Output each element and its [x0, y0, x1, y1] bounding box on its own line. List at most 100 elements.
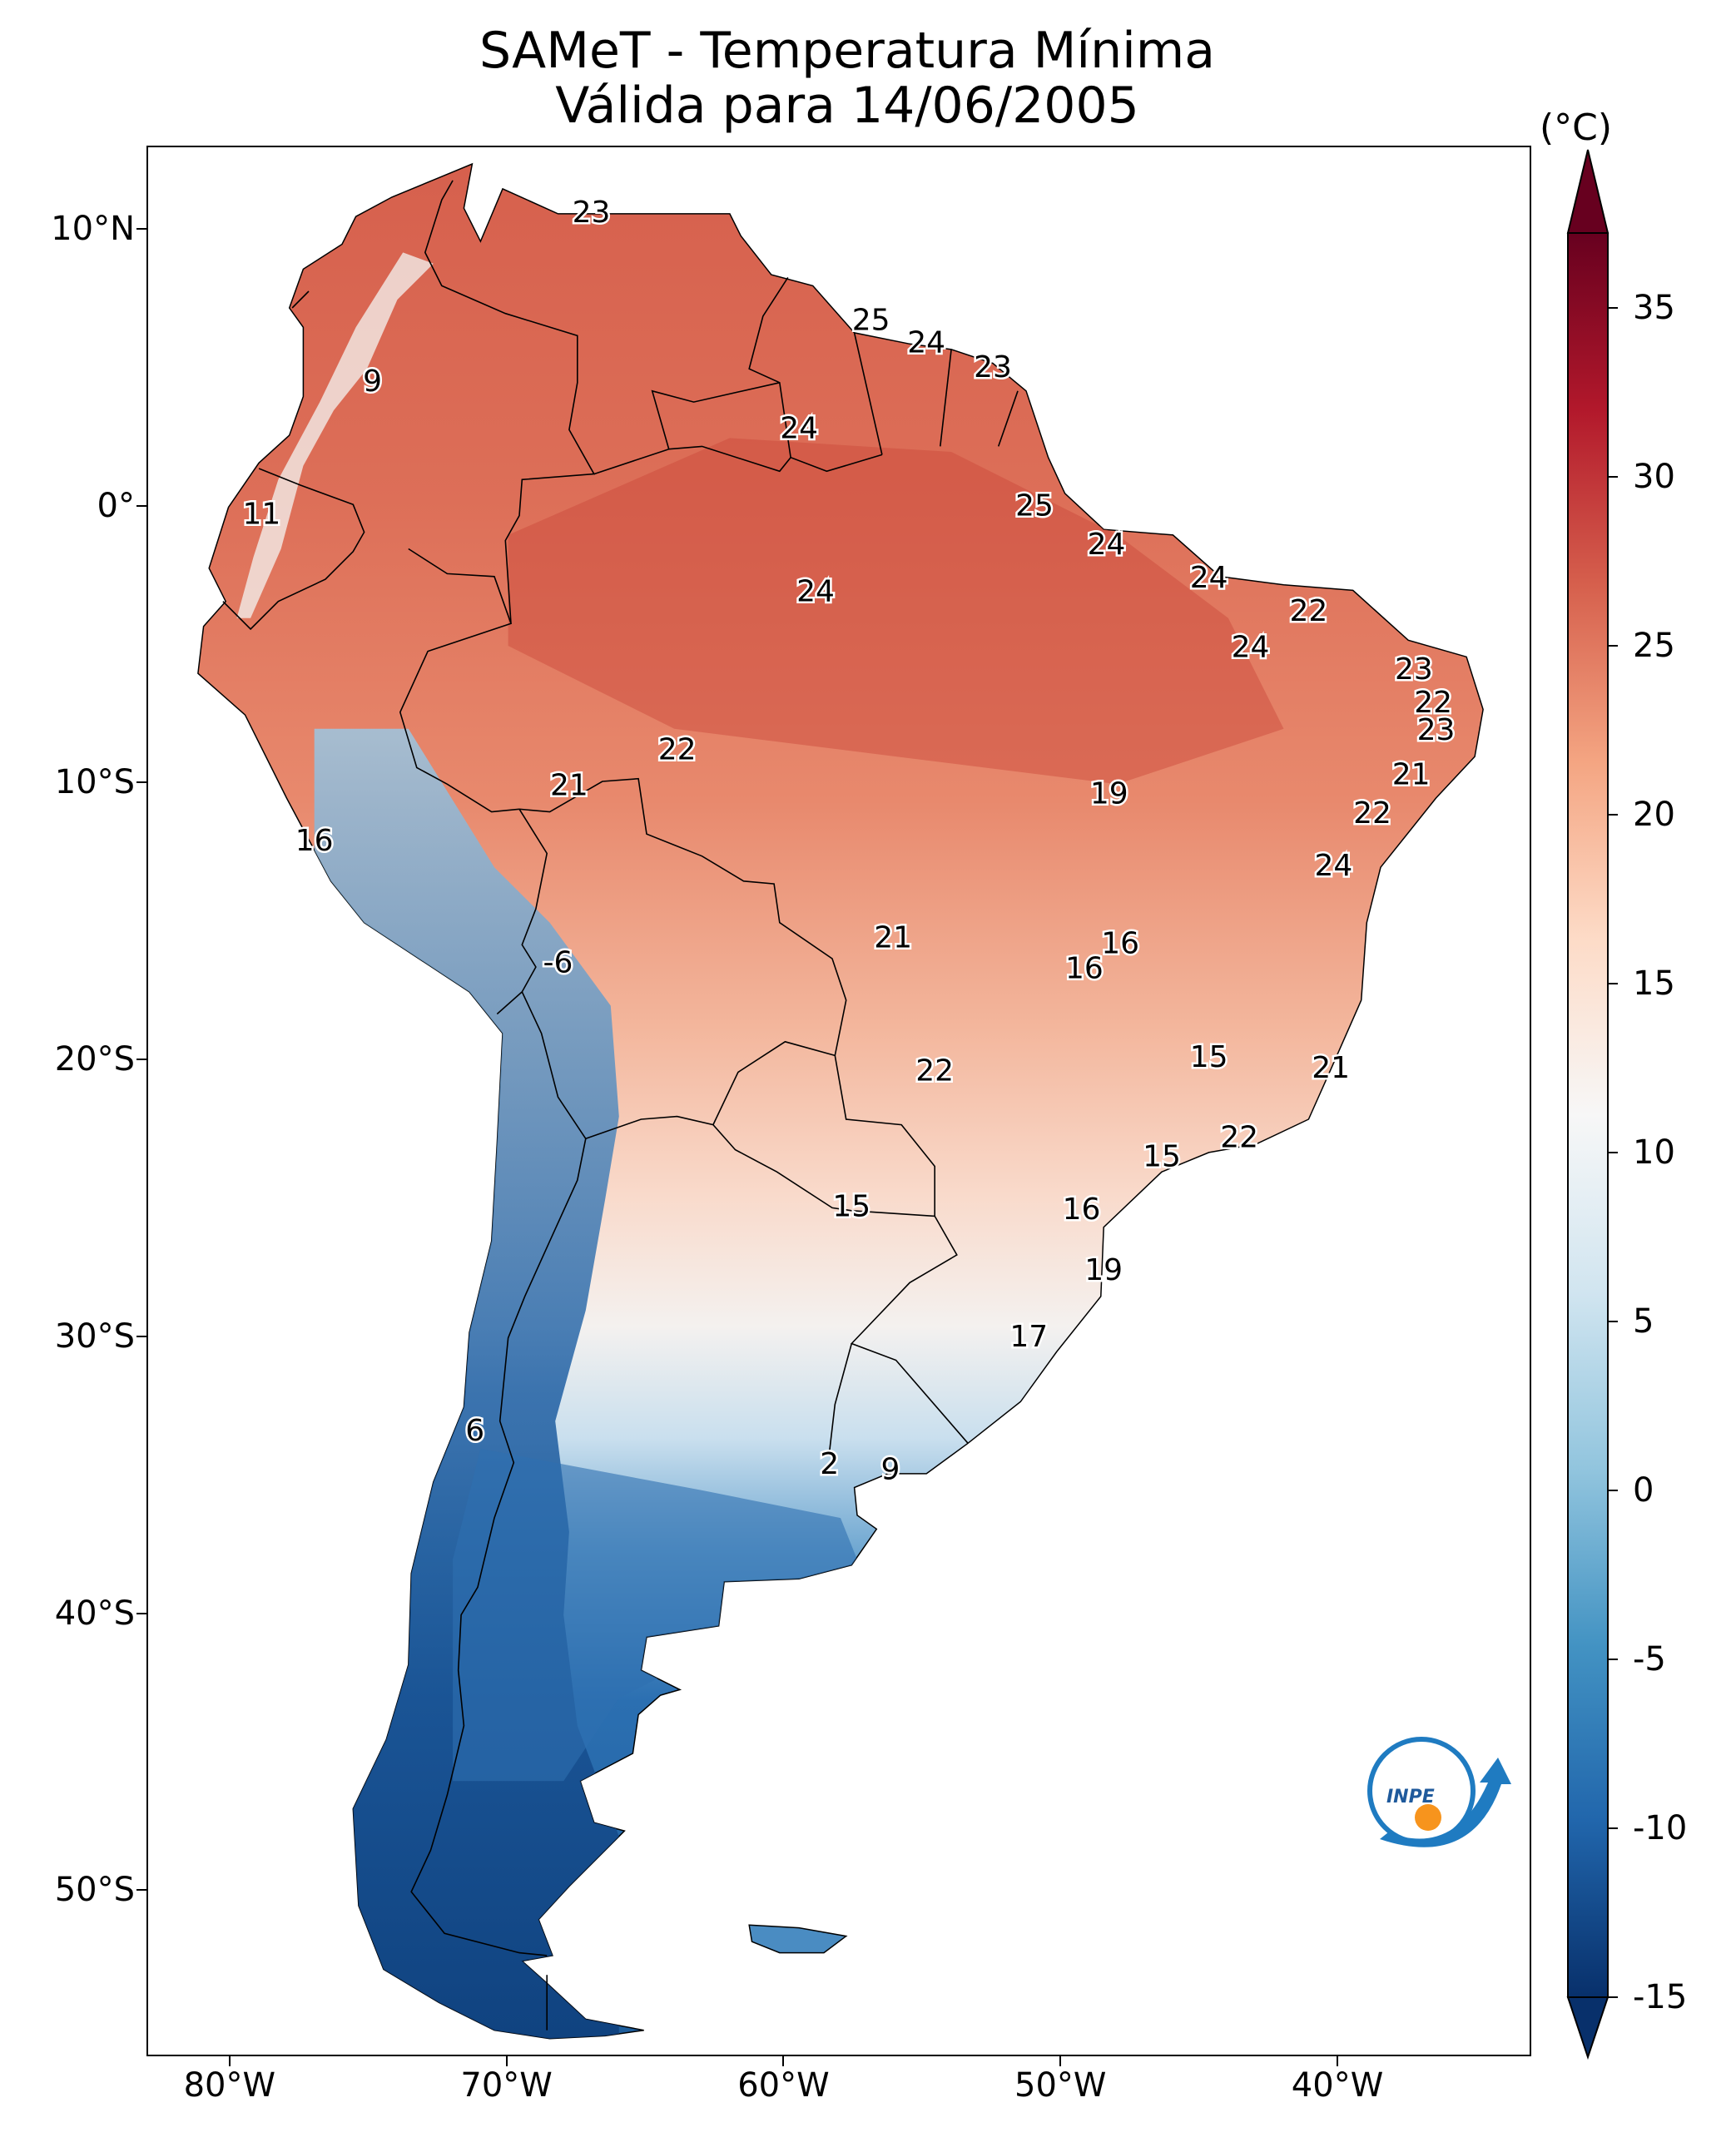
station-value: 23 — [1417, 713, 1456, 747]
colorbar-tick-label: 0 — [1633, 1471, 1654, 1510]
x-tick-mark — [1059, 2056, 1062, 2066]
y-tick-mark — [136, 227, 146, 230]
station-value: 24 — [1314, 849, 1352, 883]
station-value: 24 — [907, 325, 945, 359]
y-tick-mark — [136, 504, 146, 507]
colorbar-unit: (°C) — [1540, 107, 1613, 149]
station-value: 24 — [1190, 561, 1228, 595]
map-frame: 23 25 24 23 9 24 11 25 24 24 22 24 24 23 22 23 22 21 21 19 2… — [146, 146, 1531, 2056]
title-line-2: Válida para 14/06/2005 — [555, 77, 1139, 135]
inpe-logo-sun-icon — [1415, 1804, 1441, 1831]
border-line — [291, 290, 310, 309]
station-value: 22 — [1353, 796, 1391, 831]
station-value: 6 — [465, 1414, 484, 1448]
station-value: 24 — [1088, 528, 1126, 562]
station-value: 24 — [796, 575, 835, 609]
colorbar-tick-label: -10 — [1633, 1809, 1688, 1847]
station-value: 22 — [1414, 686, 1452, 720]
border-line — [668, 445, 791, 473]
station-value: 15 — [1143, 1140, 1181, 1174]
border-line — [521, 991, 587, 1139]
inpe-logo-arrow-icon — [1380, 1758, 1511, 1847]
x-tick-label: 40°W — [1291, 2066, 1384, 2105]
northern-andes-cool-band — [236, 252, 434, 618]
y-tick-mark — [136, 1612, 146, 1614]
station-value: 22 — [1289, 594, 1327, 628]
map-title: SAMeT - Temperatura Mínima Válida para 1… — [0, 23, 1694, 133]
border-line — [997, 390, 1019, 447]
station-value: 21 — [874, 921, 912, 955]
station-value: 22 — [658, 732, 697, 766]
country-borders — [222, 180, 1019, 2031]
x-tick-label: 80°W — [183, 2066, 276, 2105]
station-value: 16 — [1063, 1193, 1101, 1227]
border-line — [410, 1138, 587, 1956]
station-value: 21 — [1392, 757, 1431, 791]
station-value: 16 — [295, 824, 334, 858]
colorbar-tick-label: 20 — [1633, 796, 1675, 834]
border-line — [828, 1343, 853, 1452]
colorbar-tick-label: 25 — [1633, 627, 1675, 665]
border-line — [399, 548, 520, 813]
station-value: 23 — [573, 196, 611, 230]
colorbar-max-extend — [1566, 149, 1610, 234]
station-value: 11 — [242, 498, 280, 532]
y-tick-label: 20°S — [54, 1040, 135, 1079]
station-value: 9 — [363, 364, 382, 399]
station-value: 2 — [820, 1447, 839, 1481]
border-line — [222, 468, 365, 631]
station-value: 21 — [1312, 1051, 1350, 1085]
colorbar-tick-label: 5 — [1633, 1302, 1654, 1341]
y-tick-mark — [136, 1335, 146, 1337]
station-value: 15 — [1190, 1040, 1228, 1074]
station-value: 19 — [1084, 1253, 1123, 1287]
station-value: 19 — [1090, 777, 1128, 811]
station-value: -6 — [543, 946, 573, 980]
y-tick-label: 50°S — [54, 1871, 135, 1910]
colorbar-tick-label: 10 — [1633, 1133, 1675, 1172]
inpe-logo: INPE — [1367, 1737, 1511, 1847]
colorbar-tick-label: -15 — [1633, 1978, 1688, 2016]
station-value: 15 — [832, 1189, 870, 1223]
x-tick-mark — [505, 2056, 508, 2066]
station-value: 16 — [1101, 926, 1139, 960]
title-line-1: SAMeT - Temperatura Mínima — [479, 22, 1216, 80]
x-tick-label: 60°W — [737, 2066, 830, 2105]
y-tick-label: 30°S — [54, 1316, 135, 1356]
y-tick-mark — [136, 1059, 146, 1061]
x-tick-label: 50°W — [1014, 2066, 1107, 2105]
station-value: 23 — [974, 350, 1012, 384]
station-value: 25 — [1015, 489, 1054, 523]
station-value: 21 — [550, 769, 588, 803]
station-value: 24 — [780, 411, 818, 445]
falkland-islands — [748, 1924, 848, 1954]
station-value: 24 — [1232, 630, 1270, 664]
station-value: 9 — [880, 1453, 900, 1487]
y-tick-label: 0° — [97, 486, 135, 525]
colorbar — [1566, 149, 1618, 2060]
station-value: 16 — [1065, 951, 1104, 985]
colorbar-tick-label: 30 — [1633, 458, 1675, 496]
border-line — [593, 382, 780, 475]
y-tick-mark — [136, 1889, 146, 1892]
pampas-cold-zone — [453, 1448, 869, 1782]
station-value: 22 — [1220, 1120, 1258, 1154]
border-line — [712, 1040, 935, 1217]
border-line — [850, 1216, 969, 1444]
colorbar-gradient — [1567, 232, 1609, 1998]
x-tick-mark — [782, 2056, 785, 2066]
border-line — [424, 180, 596, 624]
border-line — [853, 332, 883, 455]
inpe-logo-text: INPE — [1386, 1787, 1435, 1807]
colorbar-min-extend — [1566, 1996, 1610, 2060]
border-line — [940, 349, 952, 447]
border-line — [585, 1115, 935, 1217]
colorbar-tick-label: -5 — [1633, 1640, 1666, 1678]
x-tick-label: 70°W — [460, 2066, 553, 2105]
station-value: 17 — [1009, 1320, 1048, 1354]
x-tick-mark — [1337, 2056, 1339, 2066]
station-value: 22 — [915, 1054, 954, 1088]
y-tick-label: 40°S — [54, 1594, 135, 1633]
